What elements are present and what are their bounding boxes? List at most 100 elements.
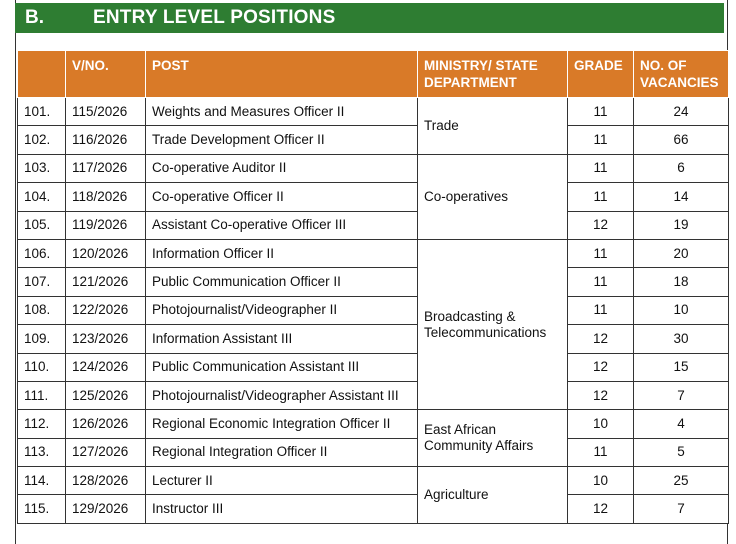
ministry-cell: Agriculture [417,466,568,524]
grade-cell: 11 [567,437,634,468]
header-no [17,50,66,98]
table-row: 102. 116/2026 Trade Development Officer II… [17,125,729,155]
vacancy-number: 120/2026 [65,238,146,269]
post-title: Trade Development Officer II [145,125,418,155]
vacancies-cell: 20 [633,238,729,269]
grade-cell: 11 [567,267,634,297]
ministry-cell: Broadcasting & Telecommunications [417,238,568,411]
grade-cell: 10 [567,466,634,496]
post-title: Information Officer II [145,238,418,269]
vacancies-cell: 30 [633,324,729,354]
row-number: 109. [17,324,66,354]
table-row: 110. 124/2026 Public Communication Assista… [17,352,729,382]
post-title: Photojournalist/Videographer Assistant I… [145,380,418,411]
table-row: 101. 115/2026 Weights and Measures Officer… [17,96,729,155]
vacancy-number: 128/2026 [65,466,146,496]
grade-cell: 10 [567,409,634,439]
row-number: 115. [17,494,66,524]
post-title: Instructor III [145,494,418,524]
table-row: 107. 121/2026 Public Communication Officer… [17,267,729,297]
vacancies-cell: 15 [633,352,729,382]
header-post: POST [145,50,418,98]
row-number: 107. [17,267,66,297]
row-number: 101. [17,96,66,127]
grade-cell: 11 [567,182,634,212]
table-row: 115. 129/2026 Instructor III 12 7 [17,494,729,524]
table-row: 112. 126/2026 Regional Economic Integratio… [17,409,729,468]
vacancy-number: 123/2026 [65,324,146,354]
vacancy-number: 119/2026 [65,210,146,240]
vacancy-number: 118/2026 [65,182,146,212]
post-title: Regional Economic Integration Officer II [145,409,418,439]
table-header-row: V/NO. POST MINISTRY/ STATE DEPARTMENT GR… [17,50,729,98]
vacancy-number: 124/2026 [65,352,146,382]
vacancies-cell: 14 [633,182,729,212]
section-header: B. ENTRY LEVEL POSITIONS [15,3,724,33]
vacancy-number: 125/2026 [65,380,146,411]
row-number: 103. [17,153,66,184]
section-letter: B. [25,7,44,28]
vacancies-cell: 4 [633,409,729,439]
post-title: Regional Integration Officer II [145,437,418,468]
vacancy-number: 122/2026 [65,295,146,326]
table-row: 104. 118/2026 Co-operative Officer II 11 14 [17,182,729,212]
vacancy-number: 121/2026 [65,267,146,297]
header-vno: V/NO. [65,50,146,98]
vacancy-number: 127/2026 [65,437,146,468]
vacancies-cell: 18 [633,267,729,297]
grade-cell: 11 [567,153,634,184]
post-title: Assistant Co-operative Officer III [145,210,418,240]
table-row: 113. 127/2026 Regional Integration Officer… [17,437,729,468]
grade-cell: 11 [567,238,634,269]
row-number: 114. [17,466,66,496]
vacancies-cell: 7 [633,380,729,411]
header-vacancies: NO. OF VACANCIES [633,50,729,98]
grade-cell: 12 [567,352,634,382]
row-number: 104. [17,182,66,212]
table-row: 105. 119/2026 Assistant Co-operative Offic… [17,210,729,240]
header-grade: GRADE [567,50,634,98]
table-row: 108. 122/2026 Photojournalist/Videographer… [17,295,729,326]
row-number: 105. [17,210,66,240]
table-row: 109. 123/2026 Information Assistant III 12 3… [17,324,729,354]
vacancy-number: 117/2026 [65,153,146,184]
vacancies-cell: 5 [633,437,729,468]
vacancies-cell: 24 [633,96,729,127]
vacancies-cell: 7 [633,494,729,524]
row-number: 110. [17,352,66,382]
grade-cell: 12 [567,380,634,411]
table-row: 103. 117/2026 Co-operative Auditor II Co-op… [17,153,729,240]
post-title: Public Communication Officer II [145,267,418,297]
row-number: 106. [17,238,66,269]
vacancies-cell: 19 [633,210,729,240]
header-ministry: MINISTRY/ STATE DEPARTMENT [417,50,568,98]
table-row: 114. 128/2026 Lecturer II Agriculture 10 25 [17,466,729,524]
positions-table: V/NO. POST MINISTRY/ STATE DEPARTMENT GR… [17,50,729,524]
row-number: 113. [17,437,66,468]
vacancies-cell: 6 [633,153,729,184]
post-title: Information Assistant III [145,324,418,354]
grade-cell: 12 [567,324,634,354]
vacancy-number: 126/2026 [65,409,146,439]
row-number: 111. [17,380,66,411]
post-title: Lecturer II [145,466,418,496]
vacancies-cell: 10 [633,295,729,326]
grade-cell: 11 [567,125,634,155]
row-number: 102. [17,125,66,155]
row-number: 112. [17,409,66,439]
grade-cell: 12 [567,210,634,240]
table-body: 101. 115/2026 Weights and Measures Officer… [17,96,729,524]
post-title: Co-operative Officer II [145,182,418,212]
table-row: 111. 125/2026 Photojournalist/Videographer… [17,380,729,411]
post-title: Weights and Measures Officer II [145,96,418,127]
ministry-cell: East African Community Affairs [417,409,568,468]
ministry-cell: Co-operatives [417,153,568,240]
table-row: 106. 120/2026 Information Officer II Broadc… [17,238,729,411]
grade-cell: 11 [567,96,634,127]
grade-cell: 11 [567,295,634,326]
vacancy-number: 129/2026 [65,494,146,524]
post-title: Public Communication Assistant III [145,352,418,382]
post-title: Photojournalist/Videographer II [145,295,418,326]
row-number: 108. [17,295,66,326]
grade-cell: 12 [567,494,634,524]
